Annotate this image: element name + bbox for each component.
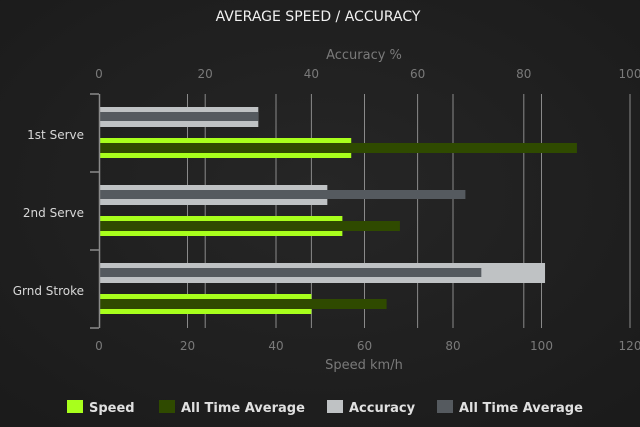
speed-all-time-average-bar	[100, 221, 400, 231]
bottom-tick-label: 40	[268, 339, 283, 353]
speed-all-time-average-bar	[100, 143, 577, 153]
category-label: 2nd Serve	[23, 206, 84, 220]
legend-swatch	[159, 400, 175, 413]
accuracy-all-time-average-bar	[100, 268, 482, 277]
bottom-tick-label: 80	[445, 339, 460, 353]
bottom-tick-label: 20	[180, 339, 195, 353]
bottom-tick-label: 60	[357, 339, 372, 353]
top-tick-label: 80	[516, 67, 531, 81]
legend-swatch	[67, 400, 83, 413]
legend-label: Speed	[89, 401, 135, 416]
accuracy-all-time-average-bar	[100, 112, 259, 121]
top-tick-label: 40	[304, 67, 319, 81]
top-tick-label: 100	[619, 67, 640, 81]
legend-label: All Time Average	[459, 401, 583, 416]
bottom-tick-label: 100	[530, 339, 553, 353]
category-label: Grnd Stroke	[13, 284, 84, 298]
category-label: 1st Serve	[27, 128, 84, 142]
legend-label: All Time Average	[181, 401, 305, 416]
bottom-tick-label: 0	[95, 339, 103, 353]
top-tick-label: 20	[198, 67, 213, 81]
legend-label: Accuracy	[349, 401, 416, 416]
top-tick-label: 0	[95, 67, 103, 81]
bottom-tick-label: 120	[619, 339, 640, 353]
accuracy-all-time-average-bar	[100, 190, 466, 199]
speed-all-time-average-bar	[100, 299, 387, 309]
chart-title: AVERAGE SPEED / ACCURACY	[216, 9, 421, 25]
top-tick-label: 60	[410, 67, 425, 81]
bottom-axis-label: Speed km/h	[325, 358, 403, 373]
legend-swatch	[437, 400, 453, 413]
legend-swatch	[327, 400, 343, 413]
top-axis-label: Accuracy %	[326, 48, 402, 63]
